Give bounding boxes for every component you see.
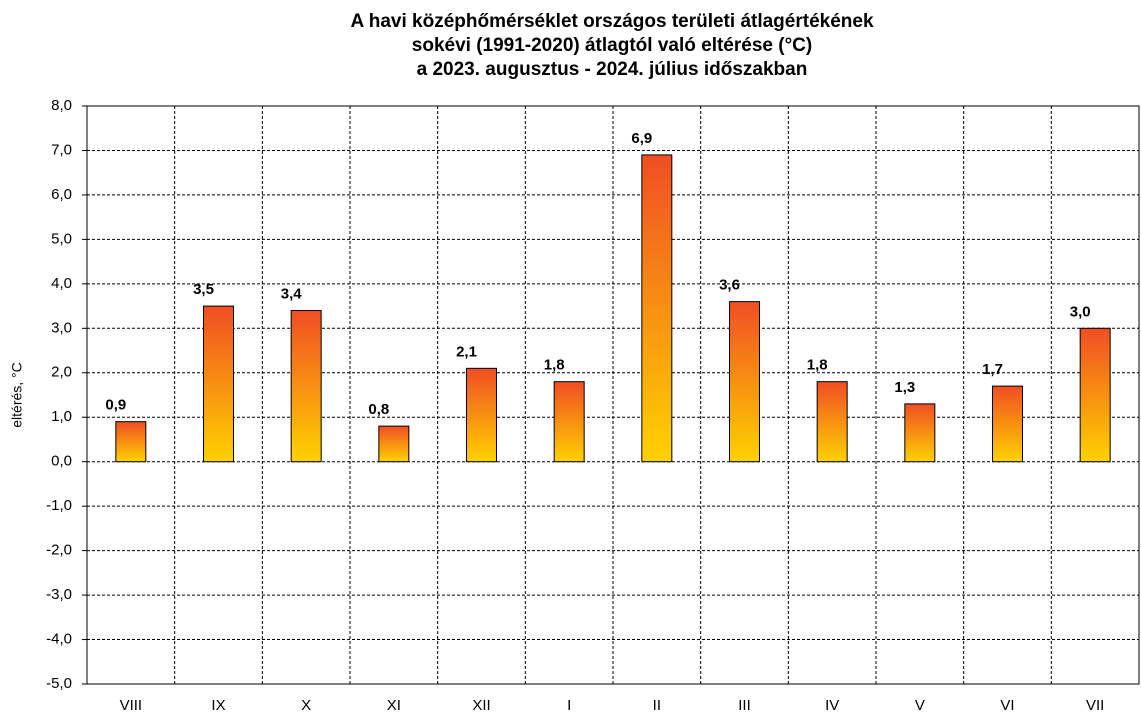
x-tick-label: VII — [1086, 697, 1104, 714]
x-tick-label: V — [915, 697, 925, 714]
bar — [641, 154, 673, 463]
value-label: 1,8 — [544, 357, 565, 374]
x-tick-label: XII — [472, 697, 490, 714]
x-tick-label: I — [567, 697, 571, 714]
chart-title: A havi középhőmérséklet országos terület… — [350, 11, 873, 32]
bar — [729, 301, 760, 463]
y-tick-label: 6,0 — [51, 186, 72, 203]
bar — [1079, 327, 1111, 463]
y-tick-label: 1,0 — [51, 408, 72, 425]
x-tick-label: III — [738, 697, 751, 714]
y-tick-label: 0,0 — [51, 453, 72, 470]
bar — [203, 305, 234, 463]
value-label: 3,0 — [1070, 303, 1091, 320]
bar — [466, 367, 497, 463]
x-tick-label: VI — [1000, 697, 1014, 714]
y-tick-label: -2,0 — [46, 542, 72, 559]
bar — [553, 381, 585, 463]
x-tick-label: VIII — [120, 697, 143, 714]
value-label: 3,4 — [281, 285, 303, 302]
x-tick-label: XI — [387, 697, 401, 714]
x-tick-label: IX — [211, 697, 225, 714]
value-label: 2,1 — [456, 343, 477, 360]
value-label: 1,8 — [807, 357, 828, 374]
y-tick-label: -1,0 — [46, 497, 72, 514]
y-tick-label: -5,0 — [46, 675, 72, 692]
y-tick-label: 4,0 — [51, 275, 72, 292]
x-tick-label: X — [301, 697, 311, 714]
x-tick-label: II — [653, 697, 661, 714]
chart-title: a 2023. augusztus - 2024. július időszak… — [417, 59, 808, 80]
bar — [378, 425, 410, 463]
bar — [115, 421, 147, 463]
plot-frame — [86, 105, 1140, 685]
bar — [816, 381, 848, 463]
value-label: 1,7 — [982, 361, 1003, 378]
y-tick-label: 2,0 — [51, 364, 72, 381]
y-tick-label: -4,0 — [46, 631, 72, 648]
bar — [290, 310, 322, 463]
chart-title: sokévi (1991-2020) átlagtól való eltérés… — [412, 35, 812, 56]
y-tick-label: 5,0 — [51, 230, 72, 247]
y-tick-label: 7,0 — [51, 141, 72, 158]
value-label: 6,9 — [631, 130, 652, 147]
y-tick-label: 8,0 — [51, 97, 72, 114]
y-axis-label: eltérés, °C — [9, 362, 25, 428]
value-label: 3,5 — [193, 281, 214, 298]
value-label: 3,6 — [719, 277, 740, 294]
value-label: 0,9 — [105, 397, 126, 414]
y-tick-label: 3,0 — [51, 319, 72, 336]
x-tick-label: IV — [825, 697, 839, 714]
value-label: 0,8 — [368, 401, 389, 418]
value-label: 1,3 — [894, 379, 915, 396]
bar — [992, 385, 1023, 463]
bar — [904, 403, 936, 463]
y-tick-label: -3,0 — [46, 586, 72, 603]
